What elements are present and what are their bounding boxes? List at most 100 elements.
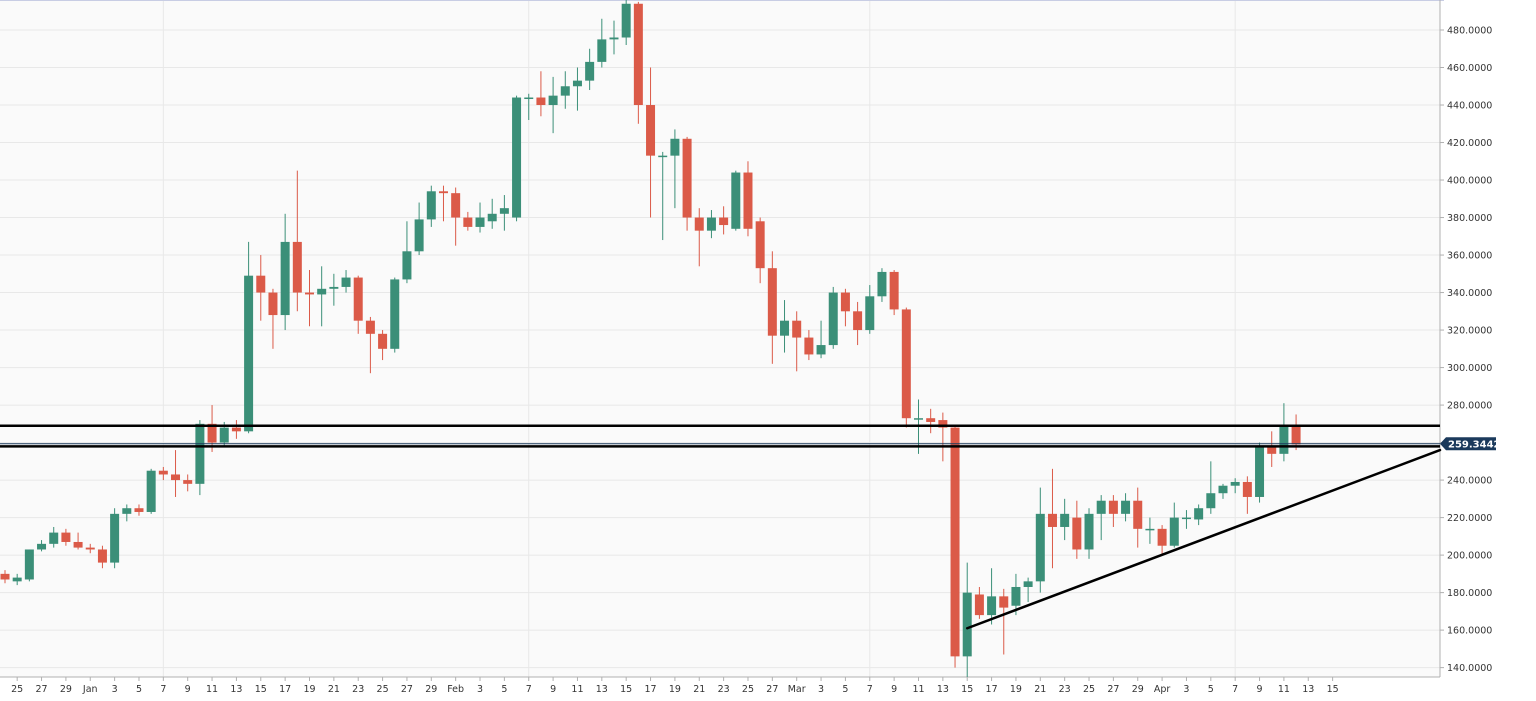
- candle-body: [195, 423, 205, 484]
- candle-up: [122, 504, 132, 522]
- candle-up: [1181, 510, 1191, 529]
- candle-up: [1279, 403, 1289, 462]
- candle-body: [1157, 528, 1167, 546]
- y-tick-label: 180.0000: [1447, 588, 1492, 599]
- candle-body: [987, 596, 997, 616]
- candle-body: [463, 217, 473, 227]
- x-axis: 25 27 29 Jan 3 5 7 9 11 13 15 17 19 21 23 25 27 29 Feb 3 5 7 9…: [11, 677, 1339, 695]
- candle-body: [305, 292, 314, 295]
- x-tick-label: 15: [255, 684, 267, 695]
- x-tick-label: 13: [230, 684, 242, 695]
- candle-body: [780, 320, 790, 336]
- candle-body: [365, 320, 375, 334]
- candle-body: [256, 275, 266, 293]
- candle-body: [658, 155, 668, 158]
- candle-body: [950, 427, 960, 657]
- candle-down: [73, 532, 83, 550]
- candle-body: [572, 80, 582, 87]
- candle-down: [694, 208, 704, 267]
- y-tick-label: 360.0000: [1447, 251, 1492, 262]
- candle-body: [609, 37, 619, 40]
- candle-body: [646, 105, 656, 156]
- y-tick-label: 300.0000: [1447, 363, 1492, 374]
- x-tick-label: 9: [185, 684, 191, 695]
- candle-up: [49, 526, 59, 548]
- candle-down: [353, 275, 363, 334]
- candle-body: [73, 541, 83, 548]
- x-tick-label: 13: [1302, 684, 1314, 695]
- plot-background: [0, 0, 1440, 677]
- candle-up: [548, 76, 558, 134]
- candle-body: [1047, 513, 1057, 527]
- candle-body: [207, 423, 217, 443]
- candle-down: [1133, 487, 1143, 548]
- x-tick-label: 21: [693, 684, 705, 695]
- candle-down: [268, 288, 278, 349]
- candle-up: [1145, 517, 1155, 544]
- candle-up: [658, 151, 668, 241]
- candle-up: [1023, 577, 1033, 602]
- candle-body: [414, 219, 424, 252]
- candle-body: [670, 138, 680, 156]
- candle-down: [0, 570, 10, 584]
- candle-body: [183, 480, 193, 484]
- candle-body: [49, 532, 59, 544]
- candle-body: [1060, 513, 1070, 527]
- candle-up: [426, 185, 436, 227]
- candle-up: [780, 300, 790, 353]
- candle-up: [828, 286, 838, 349]
- candle-up: [865, 285, 875, 334]
- candle-down: [61, 528, 71, 546]
- candle-up: [585, 48, 595, 91]
- x-tick-label: 25: [11, 684, 23, 695]
- candle-up: [1206, 461, 1216, 514]
- candle-body: [1206, 493, 1216, 509]
- candle-body: [792, 320, 802, 338]
- candle-body: [1145, 528, 1155, 531]
- candle-body: [597, 39, 607, 62]
- x-tick-label: 11: [206, 684, 218, 695]
- candle-body: [853, 311, 863, 331]
- candle-down: [792, 311, 802, 372]
- y-tick-label: 240.0000: [1447, 476, 1492, 487]
- candle-body: [840, 292, 850, 312]
- candle-down: [938, 412, 948, 462]
- candle-body: [97, 549, 107, 563]
- candle-down: [840, 288, 850, 327]
- candle-body: [938, 420, 948, 428]
- candle-body: [219, 427, 229, 443]
- candle-body: [731, 172, 741, 229]
- candle-down: [926, 408, 936, 434]
- candle-body: [974, 594, 984, 616]
- x-tick-label: 9: [550, 684, 556, 695]
- candle-body: [134, 508, 144, 512]
- x-tick-label: 17: [279, 684, 291, 695]
- candle-down: [719, 206, 729, 235]
- candle-body: [1072, 517, 1082, 550]
- candle-body: [24, 549, 34, 580]
- candle-up: [414, 202, 424, 256]
- candle-down: [743, 161, 753, 237]
- candle-up: [195, 420, 205, 496]
- candle-body: [877, 271, 887, 297]
- x-tick-label: 27: [1107, 684, 1119, 695]
- candle-body: [426, 191, 436, 220]
- candle-up: [110, 508, 120, 569]
- candle-body: [889, 271, 899, 310]
- y-tick-label: 140.0000: [1447, 663, 1492, 674]
- candle-body: [499, 208, 509, 214]
- candle-down: [646, 67, 656, 218]
- candle-up: [987, 568, 997, 625]
- candle-down: [974, 586, 984, 619]
- x-tick-label: 19: [1010, 684, 1022, 695]
- candle-down: [1072, 500, 1082, 559]
- candle-body: [1011, 586, 1021, 606]
- x-tick-label: 25: [377, 684, 389, 695]
- x-tick-label: 23: [1059, 684, 1071, 695]
- candle-body: [1169, 517, 1179, 546]
- candle-down: [901, 307, 911, 428]
- candle-body: [12, 577, 22, 582]
- candle-up: [560, 71, 570, 109]
- x-tick-label: Jan: [82, 684, 98, 695]
- candle-down: [950, 425, 960, 668]
